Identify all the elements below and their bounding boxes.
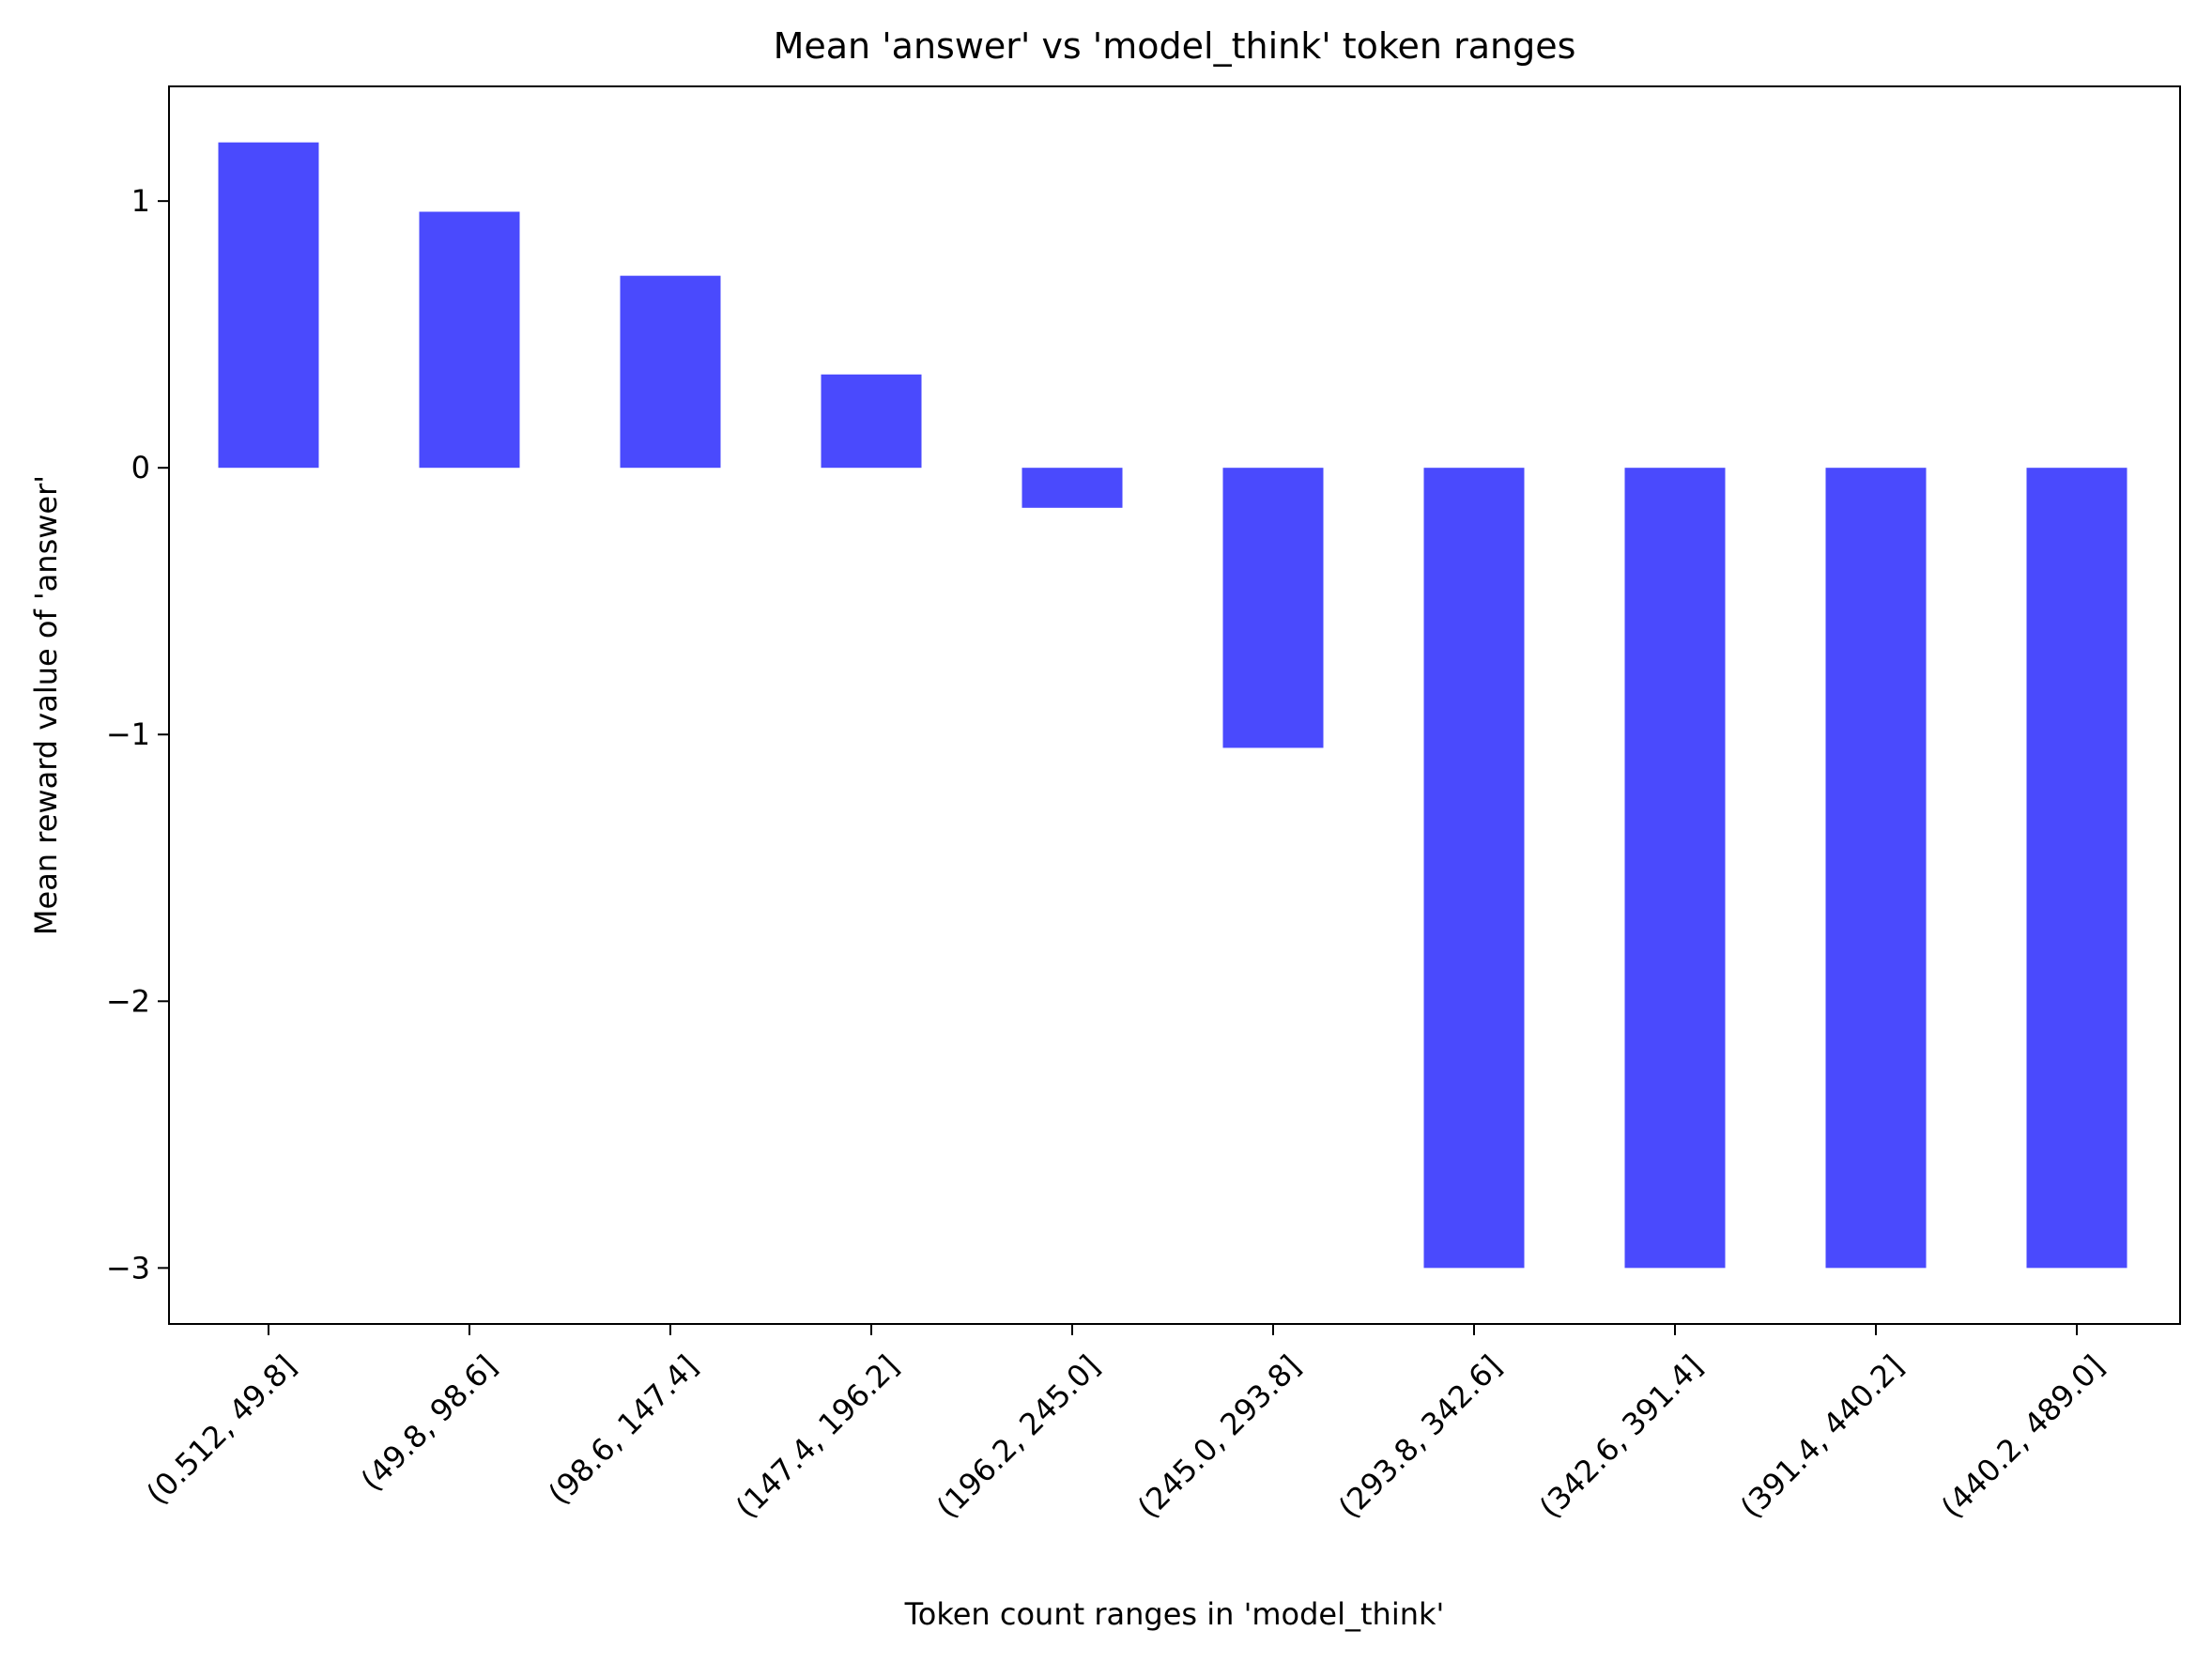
y-tick-label: −2 — [106, 983, 150, 1019]
bar-0 — [218, 142, 319, 469]
x-tick-label: (0.512, 49.8] — [140, 1348, 303, 1512]
bar-6 — [1423, 468, 1525, 1269]
x-tick-label: (196.2, 245.0] — [929, 1348, 1106, 1525]
x-tick-label: (342.6, 391.4] — [1532, 1348, 1709, 1525]
bars-layer — [218, 142, 2128, 1269]
y-axis-label: Mean reward value of 'answer' — [28, 475, 64, 935]
x-tick-label: (391.4, 440.2] — [1733, 1348, 1910, 1525]
bar-2 — [620, 275, 721, 469]
y-tick-label: 1 — [131, 183, 150, 219]
x-tick-label: (440.2, 489.0] — [1934, 1348, 2111, 1525]
bar-8 — [1825, 468, 1927, 1269]
y-tick-label: −1 — [106, 716, 150, 752]
chart-title: Mean 'answer' vs 'model_think' token ran… — [774, 25, 1576, 67]
bar-9 — [2026, 468, 2128, 1269]
bar-7 — [1624, 468, 1726, 1269]
bar-4 — [1022, 468, 1123, 508]
y-tick-label: −3 — [106, 1250, 150, 1285]
bar-5 — [1222, 468, 1324, 748]
x-tick-label: (98.6, 147.4] — [542, 1348, 705, 1512]
x-tick-label: (245.0, 293.8] — [1130, 1348, 1307, 1525]
bar-3 — [821, 374, 922, 469]
x-axis-ticks: (0.512, 49.8] (49.8, 98.6] (98.6, 147.4] (1… — [140, 1324, 2112, 1525]
y-axis-ticks: 1 0 −1 −2 −3 — [106, 183, 169, 1285]
x-tick-label: (147.4, 196.2] — [729, 1348, 905, 1525]
plot-frame — [168, 85, 2181, 1325]
bar-1 — [419, 211, 520, 469]
x-axis-label: Token count ranges in 'model_think' — [904, 1596, 1445, 1632]
x-tick-label: (293.8, 342.6] — [1331, 1348, 1508, 1525]
y-tick-label: 0 — [131, 450, 150, 485]
x-tick-label: (49.8, 98.6] — [354, 1348, 504, 1499]
